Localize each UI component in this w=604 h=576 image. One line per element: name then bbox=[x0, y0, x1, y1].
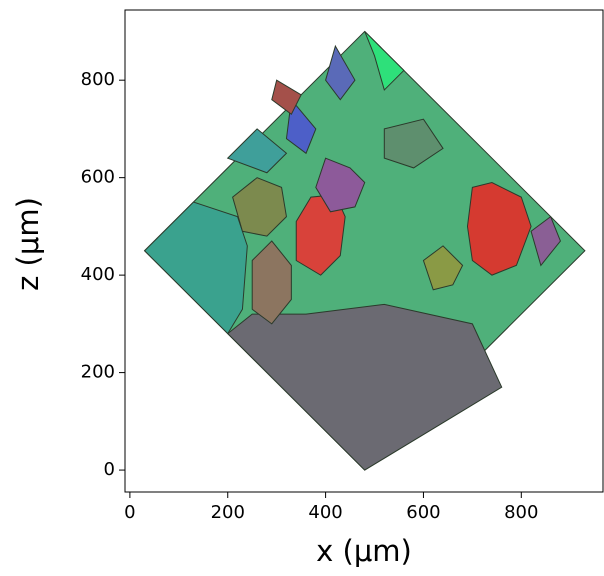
grain bbox=[251, 240, 292, 325]
x-axis-label: x (μm) bbox=[316, 534, 412, 568]
y-tick-label: 800 bbox=[81, 69, 115, 90]
y-tick-label: 200 bbox=[81, 362, 115, 383]
grain bbox=[143, 201, 248, 335]
grain bbox=[232, 177, 287, 237]
x-tick-label: 0 bbox=[124, 502, 135, 523]
y-tick-label: 600 bbox=[81, 167, 115, 188]
grain bbox=[226, 303, 503, 471]
grain bbox=[325, 44, 356, 101]
grain bbox=[364, 31, 405, 91]
x-tick-label: 800 bbox=[504, 502, 538, 523]
y-axis-label: z (μm) bbox=[11, 197, 45, 291]
grain bbox=[271, 79, 302, 116]
y-tick-label: 0 bbox=[104, 459, 115, 480]
grain bbox=[422, 245, 464, 291]
grain bbox=[285, 98, 317, 155]
x-tick-label: 600 bbox=[406, 502, 440, 523]
grain bbox=[466, 181, 532, 276]
x-tick-label: 200 bbox=[211, 502, 245, 523]
grain bbox=[383, 118, 444, 169]
plot-frame bbox=[124, 9, 604, 493]
grain bbox=[315, 157, 366, 213]
y-tick-label: 400 bbox=[81, 264, 115, 285]
grain bbox=[226, 128, 288, 174]
grain bbox=[530, 215, 562, 267]
grain bbox=[295, 194, 346, 276]
x-tick-label: 400 bbox=[308, 502, 342, 523]
